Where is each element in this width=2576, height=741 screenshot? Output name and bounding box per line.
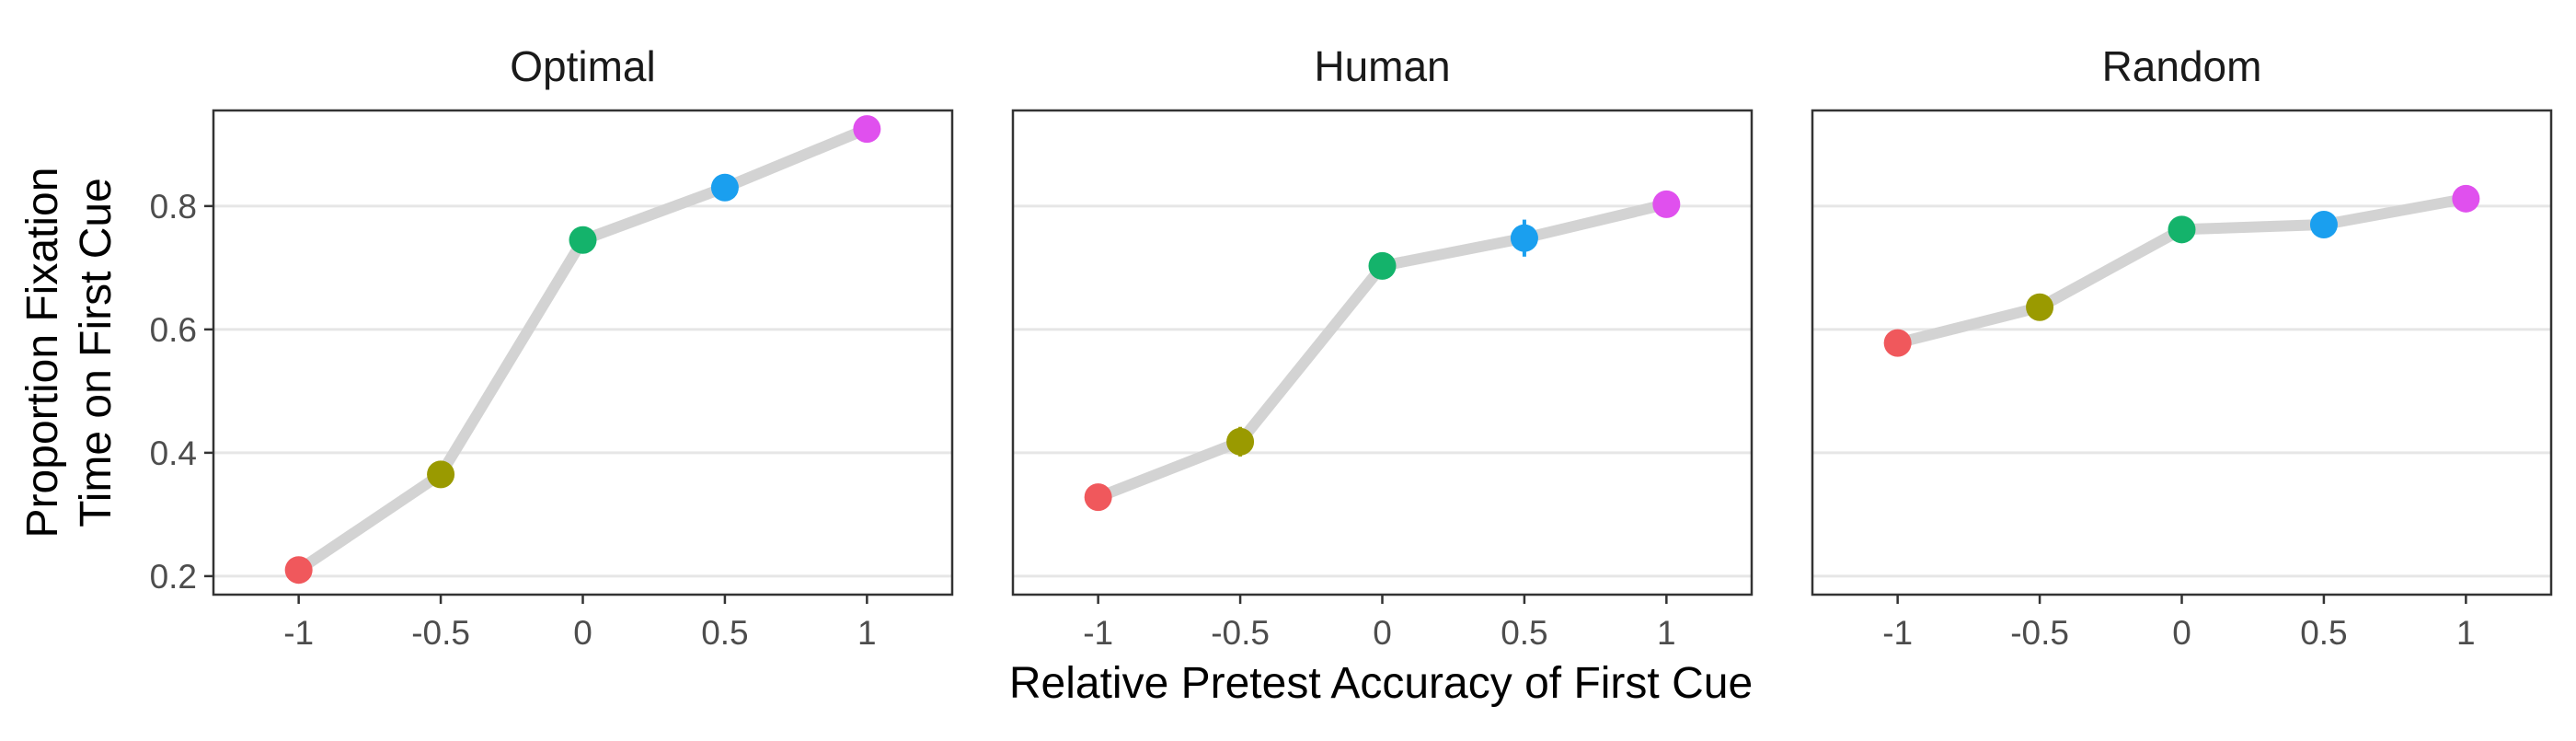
panel-background [1013, 110, 1752, 595]
data-point [2452, 184, 2480, 213]
data-point [853, 115, 881, 144]
data-point [2168, 215, 2196, 244]
x-tick-label: 0 [573, 614, 592, 652]
y-axis-title-line-2: Time on First Cue [72, 178, 121, 527]
x-tick-label: 1 [1657, 614, 1676, 652]
data-point [2026, 293, 2054, 321]
y-tick-label: 0.2 [150, 558, 197, 596]
data-point [284, 556, 313, 585]
x-tick-label: -0.5 [1211, 614, 1270, 652]
data-point [2309, 210, 2338, 238]
data-point [1368, 251, 1397, 280]
x-tick-label: -0.5 [411, 614, 470, 652]
data-point [1084, 483, 1112, 512]
x-tick-label: 1 [857, 614, 877, 652]
y-tick-label: 0.6 [150, 311, 197, 349]
x-tick-label: -1 [1083, 614, 1113, 652]
x-tick-label: 0.5 [701, 614, 748, 652]
data-point [1883, 329, 1912, 357]
x-tick-label: 0 [2172, 614, 2191, 652]
x-tick-label: -1 [1882, 614, 1913, 652]
y-tick-label: 0.8 [150, 188, 197, 226]
facet-title: Human [1314, 42, 1450, 90]
x-tick-label: -0.5 [2010, 614, 2069, 652]
data-point [427, 460, 455, 489]
panel-background [213, 110, 952, 595]
data-point [1510, 224, 1538, 252]
x-tick-label: 0 [1373, 614, 1392, 652]
x-tick-label: 0.5 [1501, 614, 1547, 652]
data-point [569, 226, 597, 254]
facet-title: Optimal [510, 42, 655, 90]
data-point [710, 173, 739, 202]
facet-title: Random [2102, 42, 2262, 90]
x-tick-label: 1 [2456, 614, 2476, 652]
x-tick-label: 0.5 [2300, 614, 2347, 652]
x-axis-title: Relative Pretest Accuracy of First Cue [1009, 659, 1753, 708]
data-point [1226, 427, 1255, 456]
data-point [1652, 190, 1681, 218]
y-axis-title-line-1: Proportion Fixation [18, 168, 67, 538]
panel-background [1812, 110, 2551, 595]
y-tick-label: 0.4 [150, 434, 197, 472]
x-tick-label: -1 [283, 614, 314, 652]
